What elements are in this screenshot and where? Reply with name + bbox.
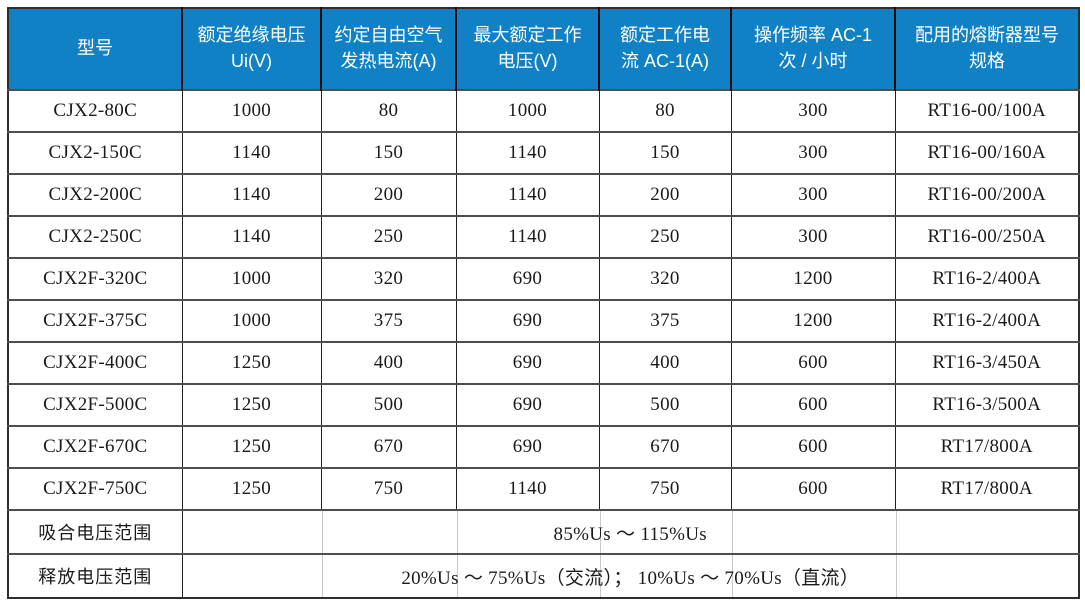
value-cell: 1250 [181, 383, 321, 426]
value-cell: RT16-2/400A [894, 257, 1079, 300]
value-cell: 375 [598, 299, 731, 342]
value-cell: 1140 [455, 467, 599, 510]
table-row: CJX2F-375C 1000 375 690 375 1200 RT16-2/400A [8, 299, 1079, 342]
model-cell: CJX2F-320C [8, 257, 182, 300]
value-cell: RT17/800A [894, 467, 1079, 510]
value-cell: 690 [455, 299, 599, 342]
value-cell: 1140 [181, 131, 321, 174]
value-cell: 1250 [181, 341, 321, 384]
table-footer: 吸合电压范围 85%Us ～ 115%Us 释放电压范围 20%Us ～ 75%… [8, 509, 1079, 598]
value-cell: 1250 [181, 467, 321, 510]
value-cell: RT16-00/200A [894, 173, 1079, 216]
value-cell: 1140 [455, 215, 599, 258]
value-cell: 400 [320, 341, 456, 384]
value-cell: 1140 [181, 173, 321, 216]
table-row: CJX2F-320C 1000 320 690 320 1200 RT16-2/400A [8, 257, 1079, 300]
value-cell: 1200 [730, 299, 895, 342]
value-cell: 1200 [730, 257, 895, 300]
table-row: CJX2F-750C 1250 750 1140 750 600 RT17/800A [8, 467, 1079, 510]
value-cell: 200 [320, 173, 456, 216]
value-cell: 80 [320, 89, 456, 132]
value-cell: 600 [730, 467, 895, 510]
value-cell: 1140 [455, 173, 599, 216]
table-row: CJX2-80C 1000 80 1000 80 300 RT16-00/100A [8, 89, 1079, 132]
column-header-insulation-voltage: 额定绝缘电压 Ui(V) [181, 8, 321, 91]
column-header-model: 型号 [8, 8, 182, 91]
value-cell: 600 [730, 383, 895, 426]
value-cell: 1140 [455, 131, 599, 174]
value-cell: RT16-3/500A [894, 383, 1079, 426]
table-row: CJX2F-500C 1250 500 690 500 600 RT16-3/500A [8, 383, 1079, 426]
value-cell: 670 [598, 425, 731, 468]
table-row: 释放电压范围 20%Us ～ 75%Us（交流）； 10%Us ～ 70%Us（… [8, 553, 1079, 598]
value-cell: 300 [730, 215, 895, 258]
model-cell: CJX2F-400C [8, 341, 182, 384]
value-cell: RT16-00/160A [894, 131, 1079, 174]
value-cell: 1140 [181, 215, 321, 258]
model-cell: CJX2-150C [8, 131, 182, 174]
table-row: CJX2-150C 1140 150 1140 150 300 RT16-00/160A [8, 131, 1079, 174]
value-cell: RT16-3/450A [894, 341, 1079, 384]
value-cell: 150 [320, 131, 456, 174]
value-cell: 690 [455, 383, 599, 426]
page: 型号 额定绝缘电压 Ui(V) 约定自由空气发热电流(A) 最大额定工作电压(V… [7, 7, 1080, 599]
table-row: 吸合电压范围 85%Us ～ 115%Us [8, 509, 1079, 554]
table-body: CJX2-80C 1000 80 1000 80 300 RT16-00/100A CJX2-… [8, 89, 1079, 510]
value-cell: 1000 [181, 89, 321, 132]
spec-table: 型号 额定绝缘电压 Ui(V) 约定自由空气发热电流(A) 最大额定工作电压(V… [7, 7, 1080, 599]
value-cell: 250 [598, 215, 731, 258]
model-cell: CJX2F-750C [8, 467, 182, 510]
column-header-fuse-spec: 配用的熔断器型号规格 [894, 8, 1079, 91]
table-row: CJX2-200C 1140 200 1140 200 300 RT16-00/200A [8, 173, 1079, 216]
value-cell: 1000 [181, 299, 321, 342]
table-row: CJX2F-400C 1250 400 690 400 600 RT16-3/450A [8, 341, 1079, 384]
value-cell: 1000 [455, 89, 599, 132]
value-cell: 300 [730, 89, 895, 132]
column-header-thermal-current: 约定自由空气发热电流(A) [320, 8, 456, 91]
model-cell: CJX2-200C [8, 173, 182, 216]
value-cell: 320 [598, 257, 731, 300]
table-row: CJX2F-670C 1250 670 690 670 600 RT17/800A [8, 425, 1079, 468]
value-cell: 690 [455, 425, 599, 468]
value-cell: RT17/800A [894, 425, 1079, 468]
value-cell: 670 [320, 425, 456, 468]
value-cell: 600 [730, 425, 895, 468]
model-cell: CJX2F-375C [8, 299, 182, 342]
value-cell: 1250 [181, 425, 321, 468]
model-cell: CJX2-80C [8, 89, 182, 132]
column-header-working-current: 额定工作电流 AC-1(A) [598, 8, 731, 91]
value-cell: 150 [598, 131, 731, 174]
value-cell: 250 [320, 215, 456, 258]
value-cell: 1000 [181, 257, 321, 300]
value-cell: RT16-00/100A [894, 89, 1079, 132]
value-cell: RT16-00/250A [894, 215, 1079, 258]
footer-value-release-voltage: 20%Us ～ 75%Us（交流）； 10%Us ～ 70%Us（直流） [181, 553, 1079, 598]
value-cell: 600 [730, 341, 895, 384]
footer-label-pickup-voltage: 吸合电压范围 [8, 509, 182, 554]
column-header-operating-frequency: 操作频率 AC-1 次 / 小时 [730, 8, 895, 91]
model-cell: CJX2F-670C [8, 425, 182, 468]
table-row: CJX2-250C 1140 250 1140 250 300 RT16-00/250A [8, 215, 1079, 258]
header-row: 型号 额定绝缘电压 Ui(V) 约定自由空气发热电流(A) 最大额定工作电压(V… [8, 8, 1079, 91]
value-cell: 690 [455, 257, 599, 300]
footer-label-release-voltage: 释放电压范围 [8, 553, 182, 598]
model-cell: CJX2F-500C [8, 383, 182, 426]
value-cell: 300 [730, 131, 895, 174]
value-cell: 500 [598, 383, 731, 426]
value-cell: 750 [598, 467, 731, 510]
value-cell: 690 [455, 341, 599, 384]
value-cell: RT16-2/400A [894, 299, 1079, 342]
value-cell: 200 [598, 173, 731, 216]
value-cell: 500 [320, 383, 456, 426]
value-cell: 320 [320, 257, 456, 300]
value-cell: 80 [598, 89, 731, 132]
value-cell: 300 [730, 173, 895, 216]
value-cell: 400 [598, 341, 731, 384]
footer-value-pickup-voltage: 85%Us ～ 115%Us [181, 509, 1079, 554]
column-header-max-voltage: 最大额定工作电压(V) [455, 8, 599, 91]
value-cell: 375 [320, 299, 456, 342]
value-cell: 750 [320, 467, 456, 510]
model-cell: CJX2-250C [8, 215, 182, 258]
